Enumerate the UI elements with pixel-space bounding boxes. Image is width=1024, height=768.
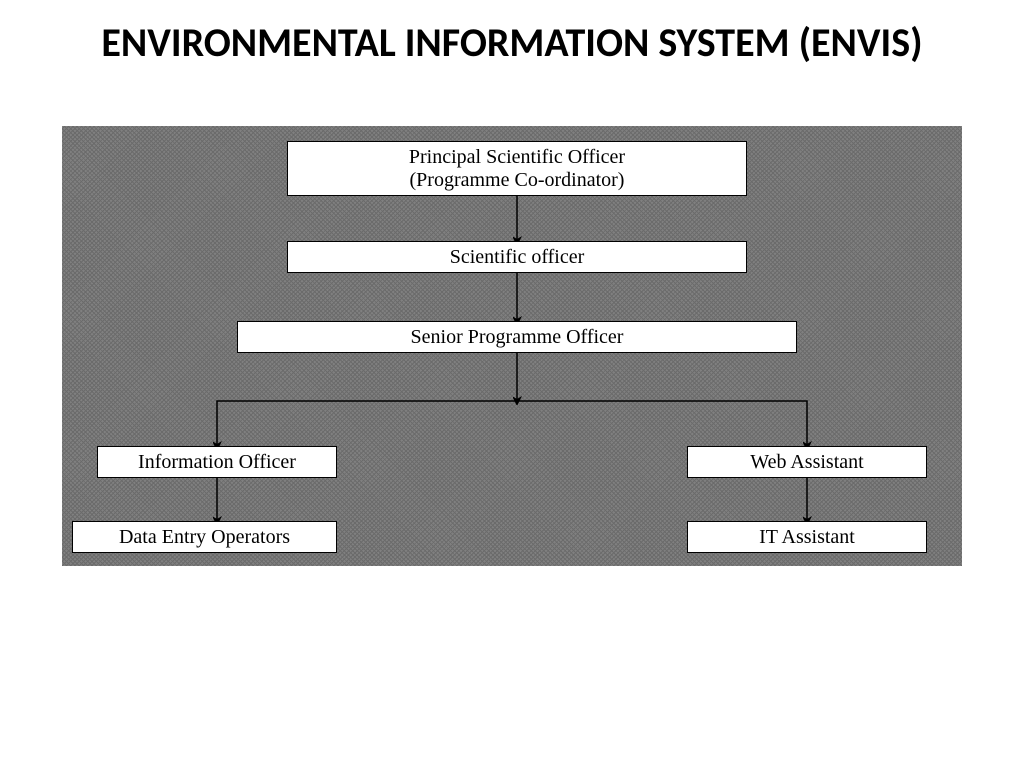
edge-branch-to-wa xyxy=(517,401,807,446)
edge-branch-to-io xyxy=(217,401,517,446)
node-so: Scientific officer xyxy=(287,241,747,273)
node-wa: Web Assistant xyxy=(687,446,927,478)
org-chart-diagram: Principal Scientific Officer (Programme … xyxy=(62,126,962,566)
page-title: ENVIRONMENTAL INFORMATION SYSTEM (ENVIS) xyxy=(0,0,1024,66)
node-deo: Data Entry Operators xyxy=(72,521,337,553)
node-io: Information Officer xyxy=(97,446,337,478)
node-pso: Principal Scientific Officer (Programme … xyxy=(287,141,747,196)
node-ita: IT Assistant xyxy=(687,521,927,553)
node-spo: Senior Programme Officer xyxy=(237,321,797,353)
